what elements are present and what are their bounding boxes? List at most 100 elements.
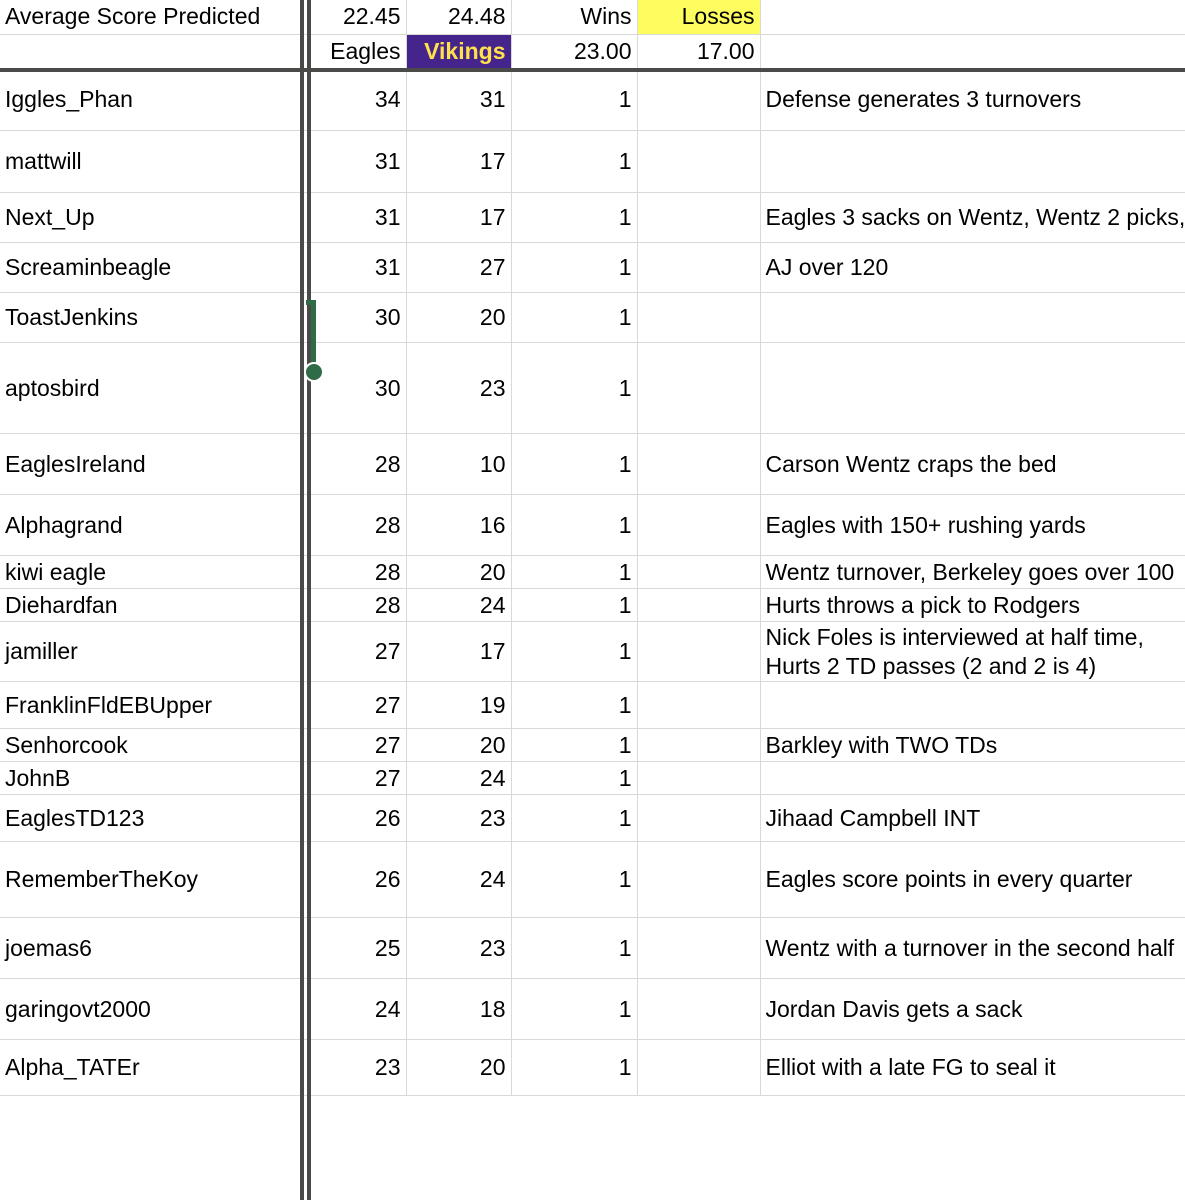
cell-participant-name[interactable]: Senhorcook [0,728,304,762]
cell-participant-name[interactable]: RememberTheKoy [0,841,304,918]
cell-losses[interactable] [637,555,761,589]
cell-losses[interactable] [637,494,761,556]
cell-prediction-note[interactable]: Eagles with 150+ rushing yards [760,494,1185,556]
cell-eagles-score[interactable]: 25 [310,917,407,979]
cell-avg-vikings[interactable]: 24.48 [406,0,512,35]
cell-participant-name[interactable]: ToastJenkins [0,292,304,343]
cell-participant-name[interactable]: FranklinFldEBUpper [0,681,304,729]
cell-vikings-score[interactable]: 20 [406,1039,512,1096]
cell-eagles-score[interactable]: 28 [310,433,407,495]
cell-participant-name[interactable]: aptosbird [0,342,304,434]
cell-wins[interactable]: 1 [511,1039,638,1096]
cell-wins[interactable]: 1 [511,841,638,918]
cell-prediction-note[interactable]: Nick Foles is interviewed at half time, … [760,621,1185,682]
cell-vikings-score[interactable]: 24 [406,588,512,622]
cell-avg-eagles[interactable]: 22.45 [310,0,407,35]
frozen-pane-handle-dot-icon[interactable] [304,362,324,382]
cell-participant-name[interactable]: EaglesTD123 [0,794,304,842]
cell-eagles-score[interactable]: 30 [310,342,407,434]
cell-eagles-score[interactable]: 28 [310,555,407,589]
cell-wins[interactable]: 1 [511,681,638,729]
cell-wins[interactable]: 1 [511,494,638,556]
cell-participant-name[interactable]: Next_Up [0,192,304,243]
cell-wins[interactable]: 1 [511,242,638,293]
cell-prediction-note[interactable]: Eagles score points in every quarter [760,841,1185,918]
cell-prediction-note[interactable] [760,292,1185,343]
frozen-pane-handle[interactable] [304,300,324,382]
cell-prediction-note[interactable]: Barkley with TWO TDs [760,728,1185,762]
cell-prediction-note[interactable] [760,130,1185,193]
cell-eagles-score[interactable]: 31 [310,130,407,193]
cell-vikings-score[interactable]: 17 [406,621,512,682]
cell-losses[interactable] [637,588,761,622]
cell-participant-name[interactable]: jamiller [0,621,304,682]
cell-eagles-score[interactable]: 23 [310,1039,407,1096]
cell-participant-name[interactable]: EaglesIreland [0,433,304,495]
cell-team-vikings[interactable]: Vikings [406,34,512,69]
cell-losses[interactable] [637,192,761,243]
cell-vikings-score[interactable]: 27 [406,242,512,293]
cell-eagles-score[interactable]: 27 [310,728,407,762]
cell-header-note-blank[interactable] [760,0,1185,35]
cell-wins[interactable]: 1 [511,917,638,979]
cell-wins[interactable]: 1 [511,728,638,762]
cell-eagles-score[interactable]: 26 [310,794,407,842]
cell-losses[interactable] [637,761,761,795]
cell-eagles-score[interactable]: 27 [310,681,407,729]
cell-eagles-score[interactable]: 24 [310,978,407,1040]
cell-losses[interactable] [637,1039,761,1096]
cell-participant-name[interactable]: kiwi eagle [0,555,304,589]
cell-vikings-score[interactable]: 19 [406,681,512,729]
cell-vikings-score[interactable]: 24 [406,841,512,918]
cell-losses[interactable] [637,978,761,1040]
cell-prediction-note[interactable]: Defense generates 3 turnovers [760,68,1185,131]
cell-vikings-score[interactable]: 20 [406,728,512,762]
cell-wins[interactable]: 1 [511,192,638,243]
cell-losses[interactable] [637,728,761,762]
cell-prediction-note[interactable]: Carson Wentz craps the bed [760,433,1185,495]
cell-vikings-score[interactable]: 17 [406,130,512,193]
cell-prediction-note[interactable] [760,761,1185,795]
cell-losses[interactable] [637,681,761,729]
cell-prediction-note[interactable]: Hurts throws a pick to Rodgers [760,588,1185,622]
cell-vikings-score[interactable]: 23 [406,342,512,434]
cell-vikings-score[interactable]: 31 [406,68,512,131]
cell-eagles-score[interactable]: 34 [310,68,407,131]
cell-wins[interactable]: 1 [511,588,638,622]
cell-losses[interactable] [637,68,761,131]
cell-vikings-score[interactable]: 10 [406,433,512,495]
cell-team-eagles[interactable]: Eagles [310,34,407,69]
cell-eagles-score[interactable]: 31 [310,192,407,243]
cell-prediction-note[interactable]: Jordan Davis gets a sack [760,978,1185,1040]
cell-vikings-score[interactable]: 24 [406,761,512,795]
cell-losses[interactable] [637,841,761,918]
cell-wins[interactable]: 1 [511,978,638,1040]
cell-participant-name[interactable]: JohnB [0,761,304,795]
cell-header-note-blank-2[interactable] [760,34,1185,69]
cell-eagles-score[interactable]: 28 [310,588,407,622]
cell-prediction-note[interactable]: Wentz turnover, Berkeley goes over 100 [760,555,1185,589]
cell-prediction-note[interactable] [760,342,1185,434]
cell-losses-value[interactable]: 17.00 [637,34,761,69]
cell-prediction-note[interactable]: Wentz with a turnover in the second half [760,917,1185,979]
cell-vikings-score[interactable]: 23 [406,917,512,979]
cell-participant-name[interactable]: Screaminbeagle [0,242,304,293]
cell-average-score-label[interactable]: Average Score Predicted [0,0,304,35]
cell-wins[interactable]: 1 [511,292,638,343]
cell-losses[interactable] [637,794,761,842]
cell-losses[interactable] [637,242,761,293]
cell-participant-name[interactable]: Diehardfan [0,588,304,622]
cell-wins[interactable]: 1 [511,794,638,842]
cell-participant-name[interactable]: Alpha_TATEr [0,1039,304,1096]
cell-participant-name[interactable]: mattwill [0,130,304,193]
cell-eagles-score[interactable]: 26 [310,841,407,918]
cell-participant-name[interactable]: joemas6 [0,917,304,979]
cell-losses[interactable] [637,917,761,979]
cell-participant-name[interactable]: Alphagrand [0,494,304,556]
cell-prediction-note[interactable]: AJ over 120 [760,242,1185,293]
cell-participant-name[interactable]: garingovt2000 [0,978,304,1040]
cell-losses[interactable] [637,621,761,682]
cell-eagles-score[interactable]: 31 [310,242,407,293]
cell-eagles-score[interactable]: 27 [310,761,407,795]
cell-participant-name[interactable]: Iggles_Phan [0,68,304,131]
